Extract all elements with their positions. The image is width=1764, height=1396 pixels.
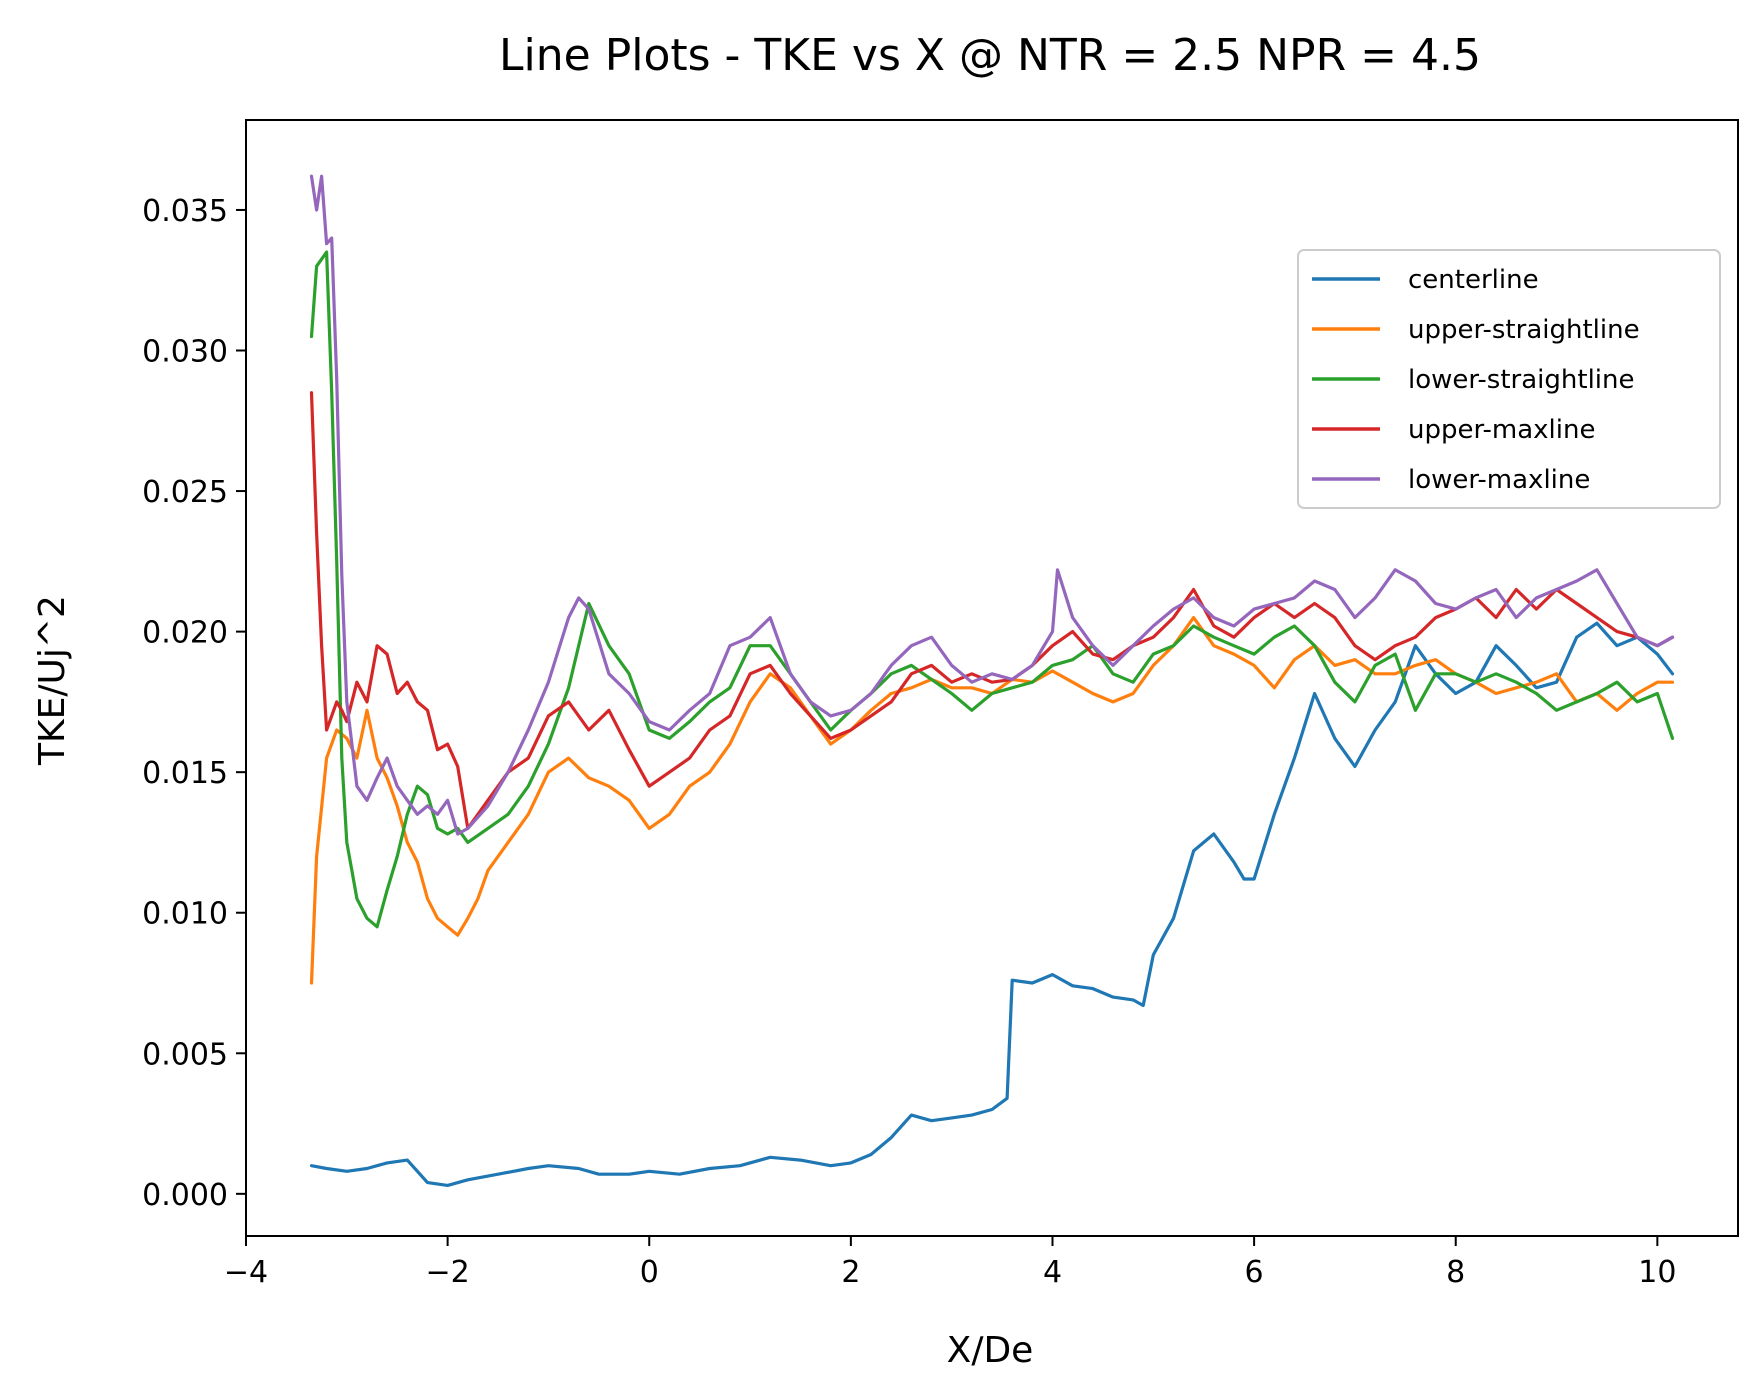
series-line-lower-maxline bbox=[309, 174, 1675, 836]
x-tick-label: 0 bbox=[640, 1255, 659, 1290]
x-tick-label: 2 bbox=[841, 1255, 860, 1290]
y-tick-label: 0.005 bbox=[142, 1037, 228, 1072]
x-tick-label: −4 bbox=[224, 1255, 268, 1290]
legend-label-centerline: centerline bbox=[1408, 265, 1539, 295]
series-line-upper-maxline bbox=[309, 391, 1675, 831]
series-line-centerline bbox=[309, 621, 1675, 1188]
x-tick-label: −2 bbox=[426, 1255, 470, 1290]
legend-label-upper-straightline: upper-straightline bbox=[1408, 315, 1640, 345]
y-axis: 0.000 0.005 0.010 0.015 0.020 0.025 0.030 0.035 bbox=[142, 194, 246, 1213]
y-axis-label: TKE/Uj^2 bbox=[32, 595, 73, 766]
legend-frame bbox=[1297, 249, 1721, 509]
x-axis-label: X/De bbox=[947, 1330, 1034, 1371]
legend-label-upper-maxline: upper-maxline bbox=[1408, 415, 1595, 445]
y-tick-label: 0.000 bbox=[142, 1178, 228, 1213]
series-line-lower-straightline bbox=[309, 250, 1675, 929]
y-tick-label: 0.015 bbox=[142, 756, 228, 791]
x-tick-label: 8 bbox=[1446, 1255, 1465, 1290]
legend: centerline upper-straightline lower-straig… bbox=[1297, 249, 1721, 509]
y-tick-label: 0.020 bbox=[142, 616, 228, 651]
y-tick-label: 0.025 bbox=[142, 475, 228, 510]
chart-title: Line Plots - TKE vs X @ NTR = 2.5 NPR = … bbox=[499, 30, 1481, 81]
y-tick-label: 0.010 bbox=[142, 897, 228, 932]
x-axis: −4 −2 0 2 4 6 8 10 bbox=[224, 1236, 1676, 1290]
y-tick-label: 0.030 bbox=[142, 335, 228, 370]
y-tick-label: 0.035 bbox=[142, 194, 228, 229]
x-tick-label: 10 bbox=[1638, 1255, 1676, 1290]
series-layer bbox=[309, 174, 1675, 1188]
legend-label-lower-straightline: lower-straightline bbox=[1408, 365, 1634, 395]
x-tick-label: 6 bbox=[1245, 1255, 1264, 1290]
series-line-upper-straightline bbox=[309, 615, 1675, 985]
x-tick-label: 4 bbox=[1043, 1255, 1062, 1290]
legend-label-lower-maxline: lower-maxline bbox=[1408, 465, 1590, 495]
